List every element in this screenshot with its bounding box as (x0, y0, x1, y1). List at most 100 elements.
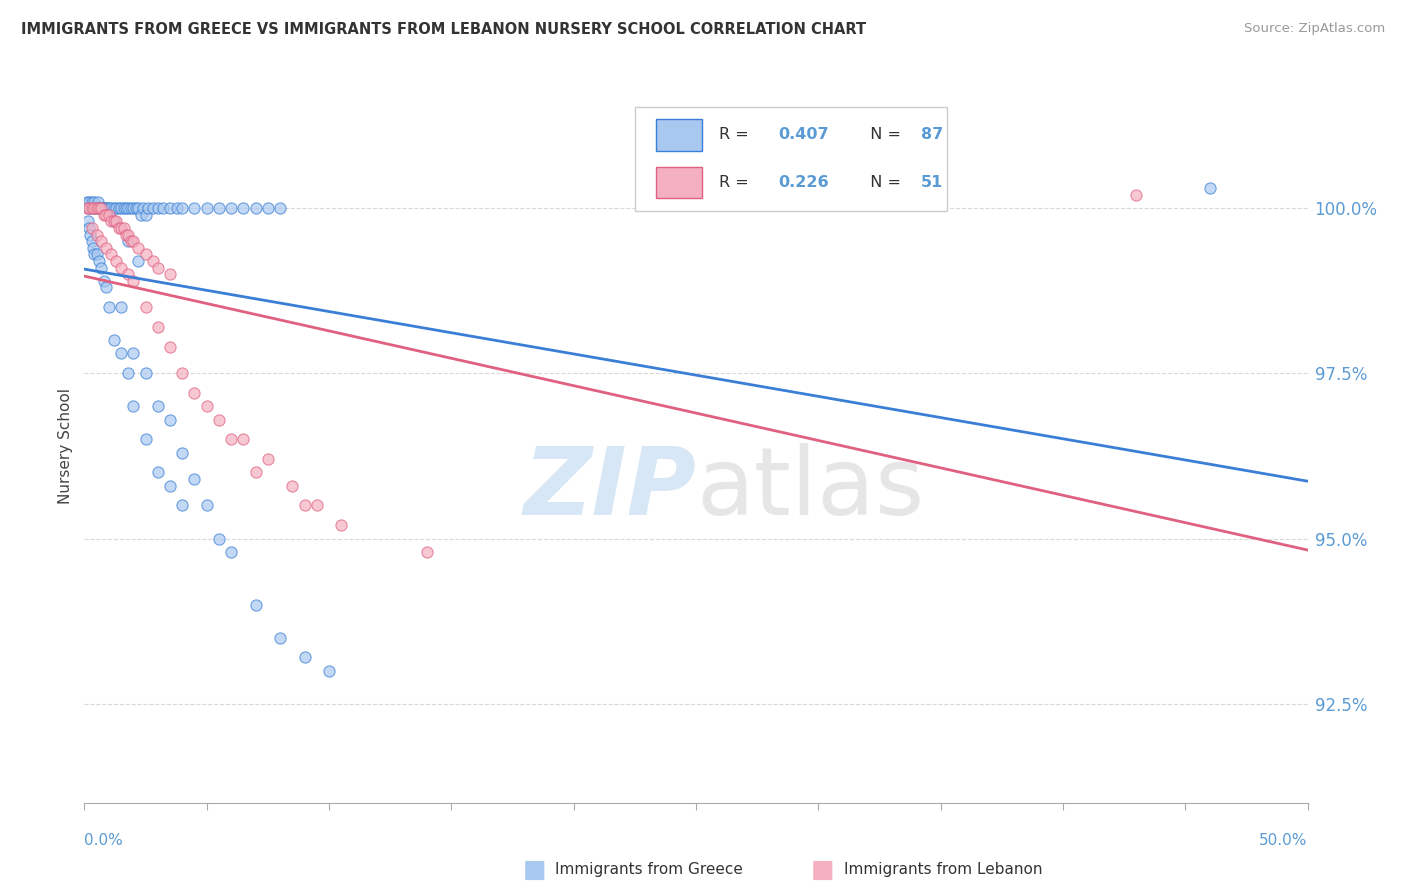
Point (90, 201, 112, 215)
Point (86, 227, 108, 242)
Point (219, 545, 242, 559)
Point (135, 433, 157, 447)
Point (330, 518, 353, 533)
Point (166, 201, 188, 215)
Point (127, 241, 149, 255)
Point (125, 201, 148, 215)
Point (90, 260, 112, 275)
Point (77, 201, 100, 215)
Point (103, 201, 125, 215)
Point (86, 201, 108, 215)
Point (257, 201, 280, 215)
Text: N =: N = (860, 175, 905, 190)
Text: 0.0%: 0.0% (84, 832, 124, 847)
Point (219, 201, 242, 215)
Point (94, 201, 117, 215)
Point (159, 478, 181, 492)
Point (122, 234, 145, 248)
Point (195, 201, 218, 215)
Point (93, 201, 115, 215)
Point (152, 201, 174, 215)
Point (135, 367, 157, 381)
Point (142, 254, 165, 268)
Point (91, 201, 114, 215)
Point (100, 214, 122, 228)
Point (281, 478, 304, 492)
Text: R =: R = (720, 128, 754, 143)
Point (172, 201, 194, 215)
Point (146, 201, 169, 215)
Point (172, 445, 194, 459)
Point (318, 664, 340, 678)
Point (183, 201, 205, 215)
Point (80, 221, 103, 235)
Point (208, 412, 231, 426)
Point (159, 201, 181, 215)
Point (110, 300, 132, 314)
Point (117, 267, 139, 281)
Point (107, 201, 129, 215)
Point (105, 254, 128, 268)
Point (90, 234, 112, 248)
Point (120, 201, 142, 215)
Point (103, 214, 125, 228)
Point (172, 367, 194, 381)
Point (110, 221, 132, 235)
Point (146, 260, 169, 275)
Point (132, 201, 155, 215)
Point (97, 201, 120, 215)
Text: Immigrants from Greece: Immigrants from Greece (555, 863, 744, 877)
Point (159, 412, 181, 426)
Y-axis label: Nursery School: Nursery School (58, 388, 73, 504)
Point (97, 208, 120, 222)
Point (103, 333, 125, 347)
Point (83, 194, 105, 209)
Point (219, 433, 242, 447)
Point (232, 433, 254, 447)
Point (90, 201, 112, 215)
Point (146, 466, 169, 480)
Point (110, 260, 132, 275)
Point (122, 201, 145, 215)
Point (142, 201, 165, 215)
Point (112, 221, 135, 235)
Point (1125, 188, 1147, 202)
Point (183, 472, 205, 486)
Point (135, 247, 157, 261)
Text: 0.226: 0.226 (778, 175, 828, 190)
Text: 50.0%: 50.0% (1260, 832, 1308, 847)
Point (232, 201, 254, 215)
Point (195, 400, 218, 414)
Point (86, 201, 108, 215)
Point (122, 346, 145, 360)
Point (110, 346, 132, 360)
Point (127, 201, 149, 215)
Text: atlas: atlas (696, 442, 924, 535)
Point (245, 201, 267, 215)
Point (208, 532, 231, 546)
Point (135, 300, 157, 314)
Text: ■: ■ (811, 858, 834, 881)
Point (172, 499, 194, 513)
Point (269, 631, 291, 645)
Point (82, 201, 104, 215)
Point (159, 340, 181, 354)
Point (117, 227, 139, 242)
Point (127, 254, 149, 268)
Text: IMMIGRANTS FROM GREECE VS IMMIGRANTS FROM LEBANON NURSERY SCHOOL CORRELATION CHA: IMMIGRANTS FROM GREECE VS IMMIGRANTS FRO… (21, 22, 866, 37)
Point (80, 201, 103, 215)
Point (112, 201, 135, 215)
Point (294, 650, 316, 665)
Point (105, 214, 128, 228)
Point (97, 300, 120, 314)
Point (136, 201, 159, 215)
Point (86, 247, 108, 261)
Text: 0.407: 0.407 (778, 128, 828, 143)
Point (83, 247, 105, 261)
Point (93, 208, 115, 222)
Point (100, 247, 122, 261)
Point (107, 221, 129, 235)
Point (416, 545, 439, 559)
Text: R =: R = (720, 175, 754, 190)
Point (96, 280, 118, 294)
